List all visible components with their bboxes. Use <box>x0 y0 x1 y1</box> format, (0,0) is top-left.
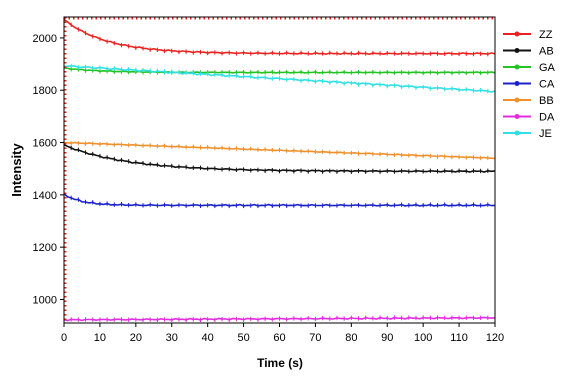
x-tick-label: 110 <box>450 332 468 344</box>
red-axis-markers <box>63 16 495 323</box>
legend-marker <box>514 64 520 70</box>
legend-item-ga: GA <box>503 62 556 74</box>
legend-marker <box>514 114 520 119</box>
legend-item-je: JE <box>503 128 552 140</box>
legend-label: JE <box>539 128 552 140</box>
legend-marker <box>514 48 520 53</box>
x-tick-label: 60 <box>273 332 285 344</box>
series-bb <box>63 140 496 161</box>
x-tick-label: 90 <box>381 332 393 344</box>
series-ab <box>63 142 496 174</box>
x-tick-label: 40 <box>202 332 214 344</box>
x-tick-label: 70 <box>309 332 321 344</box>
x-tick-label: 80 <box>345 332 357 344</box>
legend-marker <box>514 97 520 103</box>
series-layer <box>63 16 496 323</box>
legend-item-da: DA <box>503 112 555 124</box>
series-je <box>63 63 496 94</box>
x-tick-label: 20 <box>130 332 142 344</box>
x-tick-label: 0 <box>61 332 67 344</box>
x-axis: 0 10 20 30 40 50 60 70 80 90 100 110 120 <box>61 323 504 344</box>
y-tick-label: 1200 <box>33 242 57 254</box>
legend-label: CA <box>539 79 555 91</box>
legend-marker <box>514 130 520 136</box>
legend-item-bb: BB <box>503 95 554 107</box>
y-tick-label: 1000 <box>33 294 57 306</box>
legend-label: DA <box>539 112 555 124</box>
legend-marker <box>514 31 520 37</box>
x-tick-label: 30 <box>166 332 178 344</box>
legend: ZZ AB GA CA BB DA JE <box>503 29 556 140</box>
series-da <box>63 315 496 323</box>
y-axis-label: Intensity <box>9 143 24 197</box>
x-axis-label: Time (s) <box>257 356 303 370</box>
x-tick-label: 50 <box>237 332 249 344</box>
x-tick-label: 100 <box>414 332 432 344</box>
x-tick-label: 120 <box>486 332 504 344</box>
y-axis: 1000 1200 1400 1600 1800 2000 <box>33 33 64 306</box>
legend-label: GA <box>539 62 556 74</box>
legend-item-ca: CA <box>503 79 555 91</box>
x-tick-label: 10 <box>94 332 106 344</box>
series-line-zz <box>63 18 496 56</box>
y-tick-label: 1400 <box>33 190 57 202</box>
legend-marker <box>514 81 520 86</box>
series-ca <box>63 191 496 209</box>
legend-item-ab: AB <box>503 46 554 58</box>
y-tick-label: 1800 <box>33 85 57 97</box>
y-tick-label: 2000 <box>33 33 57 45</box>
legend-item-zz: ZZ <box>503 29 553 41</box>
series-zz <box>63 17 496 57</box>
legend-label: ZZ <box>539 29 553 41</box>
legend-label: AB <box>539 46 554 58</box>
y-tick-label: 1600 <box>33 138 57 150</box>
legend-label: BB <box>539 95 554 107</box>
